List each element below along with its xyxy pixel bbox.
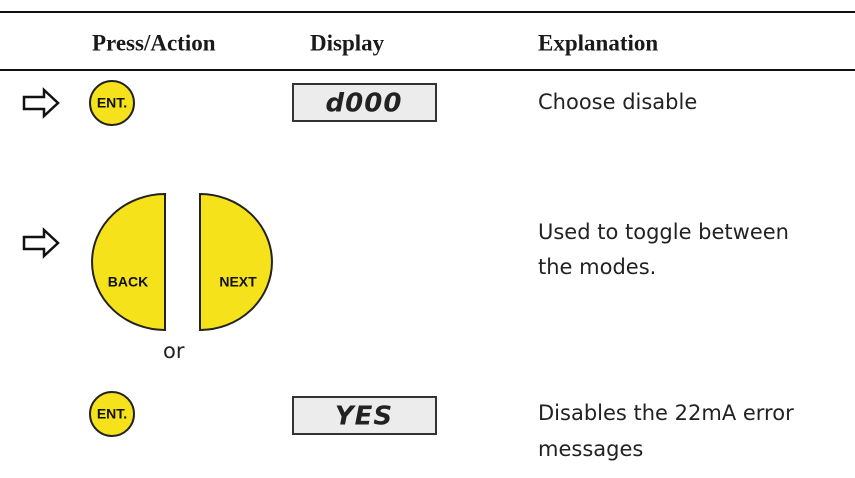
arrow-icon	[22, 227, 60, 259]
ent-button	[89, 80, 135, 126]
display-box	[292, 396, 437, 435]
ent-button	[89, 391, 135, 437]
button-label: NEXT	[219, 274, 257, 290]
display-box	[292, 83, 437, 122]
arrow-icon	[22, 87, 60, 119]
column-header: Press/Action	[92, 30, 216, 55]
column-header: Display	[310, 30, 385, 55]
button-label: ENT.	[97, 406, 127, 422]
back-button	[91, 192, 166, 332]
explanation: the modes.	[538, 255, 656, 279]
connector: or	[163, 339, 185, 363]
next-button	[199, 192, 273, 332]
button-label: BACK	[108, 274, 148, 290]
column-header: Explanation	[538, 30, 658, 55]
explanation: Disables the 22mA error	[538, 401, 794, 425]
display-text: YES	[335, 402, 393, 432]
display-text: d000	[326, 89, 403, 119]
button-label: ENT.	[97, 95, 127, 111]
explanation: messages	[538, 437, 643, 461]
explanation: Choose disable	[538, 90, 697, 114]
explanation: Used to toggle between	[538, 220, 789, 244]
